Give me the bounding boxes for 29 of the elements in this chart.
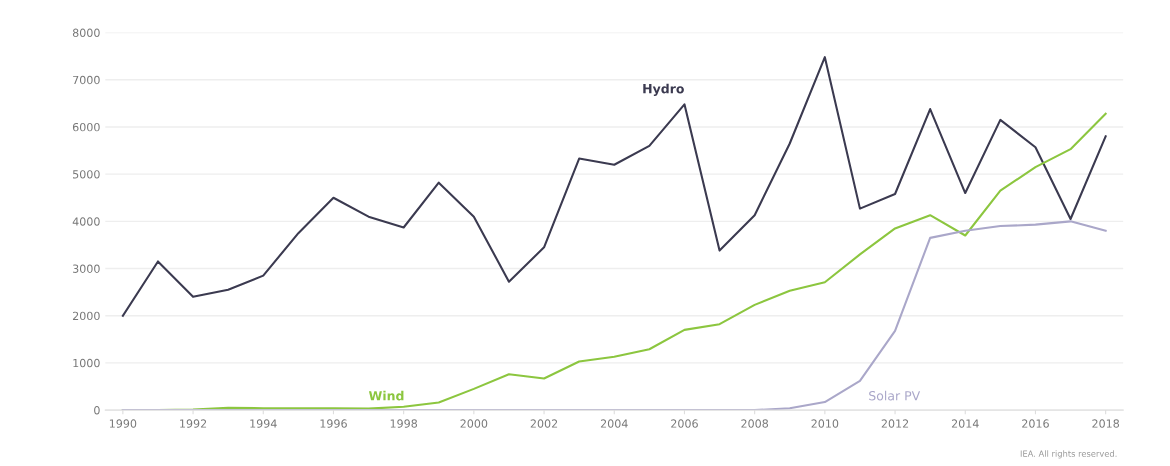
y-tick-label: 2000 [72, 311, 100, 321]
x-tick-label: 2016 [1022, 419, 1049, 428]
y-tick-label: 3000 [73, 264, 100, 273]
y-tick-label: 1000 [73, 358, 100, 368]
x-tick-label: 2014 [951, 419, 979, 428]
x-tick-label: 2010 [811, 419, 839, 428]
y-tick-label: 6000 [72, 122, 100, 132]
x-tick-label: 2006 [671, 419, 698, 428]
x-tick-label: 2008 [741, 419, 769, 428]
x-tick-label: 2018 [1092, 419, 1120, 428]
x-tick-label: 2012 [881, 419, 909, 428]
x-tick-label: 1990 [109, 419, 137, 428]
x-tick-label: 2002 [530, 419, 558, 428]
y-tick-label: 0 [94, 406, 100, 415]
x-tick-label: 2004 [600, 419, 628, 428]
x-tick-label: 1992 [180, 419, 207, 428]
series-label: Hydro [643, 83, 684, 96]
x-tick-label: 1994 [250, 419, 277, 428]
y-tick-label: 8000 [72, 28, 100, 37]
y-tick-label: 5000 [73, 170, 100, 179]
x-tick-label: 2000 [460, 419, 488, 428]
series-label: Solar PV [869, 390, 921, 401]
x-tick-label: 1996 [320, 419, 347, 428]
y-tick-label: 7000 [73, 75, 100, 85]
series-label: Wind [368, 390, 404, 401]
text: IEA. All rights reserved. [1020, 450, 1117, 459]
y-tick-label: 4000 [72, 217, 100, 226]
x-tick-label: 1998 [390, 419, 418, 428]
line-series [121, 56, 1107, 317]
